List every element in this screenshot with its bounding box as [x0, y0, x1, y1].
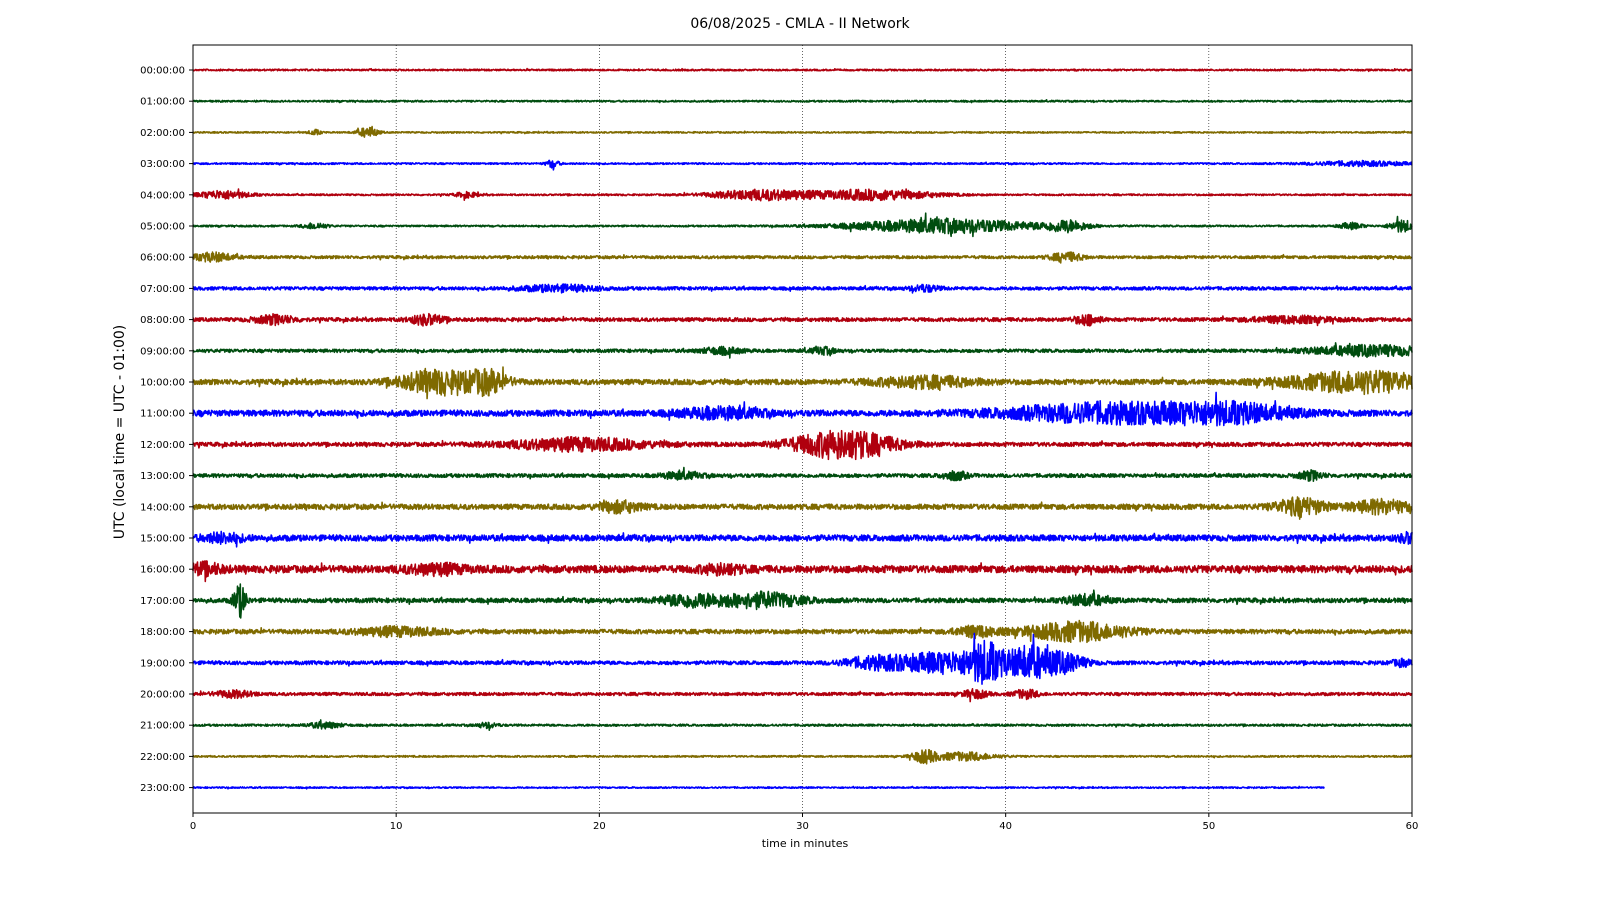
- y-tick-label: 09:00:00: [140, 346, 185, 357]
- trace-15:00:00: [192, 530, 1413, 548]
- y-tick-label: 20:00:00: [140, 690, 185, 701]
- trace-08:00:00: [192, 312, 1413, 327]
- x-axis-label: time in minutes: [762, 837, 849, 850]
- y-tick-label: 17:00:00: [140, 596, 185, 607]
- trace-10:00:00: [192, 366, 1413, 400]
- y-tick-label: 00:00:00: [140, 66, 185, 77]
- trace-19:00:00: [192, 632, 1413, 685]
- trace-12:00:00: [192, 429, 1413, 461]
- trace-17:00:00: [192, 583, 1413, 619]
- trace-02:00:00: [192, 125, 1413, 138]
- y-tick-label: 11:00:00: [140, 409, 185, 420]
- trace-00:00:00: [192, 67, 1413, 73]
- x-tick-label: 40: [999, 821, 1012, 832]
- x-tick-label: 30: [796, 821, 809, 832]
- y-tick-label: 16:00:00: [140, 565, 185, 576]
- trace-09:00:00: [192, 342, 1413, 359]
- trace-06:00:00: [192, 251, 1413, 264]
- trace-23:00:00: [192, 785, 1325, 790]
- trace-03:00:00: [192, 159, 1413, 171]
- x-tick-label: 20: [593, 821, 606, 832]
- y-tick-label: 15:00:00: [140, 534, 185, 545]
- trace-13:00:00: [192, 466, 1413, 482]
- trace-01:00:00: [192, 99, 1413, 104]
- y-axis-label: UTC (local time = UTC - 01:00): [112, 325, 128, 540]
- y-tick-label: 07:00:00: [140, 284, 185, 295]
- y-tick-label: 23:00:00: [140, 783, 185, 794]
- seismic-traces: [192, 67, 1413, 790]
- x-tick-label: 10: [390, 821, 403, 832]
- y-tick-label: 18:00:00: [140, 627, 185, 638]
- y-tick-label: 21:00:00: [140, 721, 185, 732]
- y-tick-label: 13:00:00: [140, 471, 185, 482]
- y-tick-label: 22:00:00: [140, 752, 185, 763]
- y-tick-label: 12:00:00: [140, 440, 185, 451]
- trace-11:00:00: [192, 391, 1413, 427]
- y-tick-label: 06:00:00: [140, 253, 185, 264]
- trace-18:00:00: [192, 619, 1413, 644]
- trace-07:00:00: [192, 283, 1413, 294]
- y-tick-label: 02:00:00: [140, 128, 185, 139]
- chart-title: 06/08/2025 - CMLA - II Network: [690, 16, 910, 32]
- y-tick-label: 08:00:00: [140, 315, 185, 326]
- y-axis-ticks: 00:00:00 01:00:00 02:00:00 03:00:00 04:00:00…: [140, 66, 193, 794]
- trace-05:00:00: [192, 212, 1413, 238]
- trace-16:00:00: [192, 560, 1413, 583]
- vertical-gridlines: [395, 45, 1210, 813]
- x-tick-label: 60: [1406, 821, 1419, 832]
- trace-04:00:00: [192, 188, 1413, 202]
- y-tick-label: 03:00:00: [140, 159, 185, 170]
- x-tick-label: 50: [1202, 821, 1215, 832]
- x-axis-ticks: 0 10 20 30 40 50 60: [190, 813, 1419, 832]
- y-tick-label: 10:00:00: [140, 378, 185, 389]
- y-tick-label: 19:00:00: [140, 658, 185, 669]
- y-tick-label: 05:00:00: [140, 222, 185, 233]
- trace-20:00:00: [192, 688, 1413, 703]
- trace-21:00:00: [192, 719, 1413, 731]
- y-tick-label: 14:00:00: [140, 502, 185, 513]
- y-tick-label: 01:00:00: [140, 97, 185, 108]
- y-tick-label: 04:00:00: [140, 190, 185, 201]
- trace-14:00:00: [192, 496, 1413, 520]
- trace-22:00:00: [192, 748, 1413, 765]
- x-tick-label: 0: [190, 821, 196, 832]
